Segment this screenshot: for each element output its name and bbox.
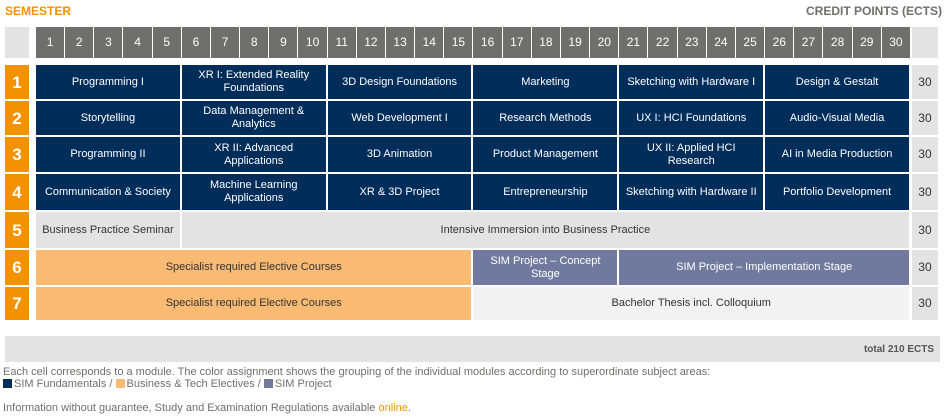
column-number: 30 (881, 27, 911, 60)
legend: SIM Fundamentals / Business & Tech Elect… (3, 378, 332, 390)
semester-credits: 30 (911, 212, 940, 250)
module-cell: 3D Design Foundations (327, 65, 474, 101)
credit-header-cell (911, 27, 940, 60)
module-cell: Business Practice Seminar (36, 212, 182, 250)
column-number: 17 (502, 27, 532, 60)
module-cell: Product Management (473, 137, 620, 174)
semester-credits: 30 (911, 65, 940, 101)
curriculum-table: 1 2 3 4 5 6 7 8 9 10 11 12 13 14 15 16 17 18 19 20 21 22 23 24 2… (5, 27, 940, 322)
column-number: 11 (327, 27, 357, 60)
module-cell: Entrepreneurship (473, 174, 620, 212)
module-cell: Programming I (36, 65, 182, 101)
column-number: 4 (123, 27, 153, 60)
table-corner (5, 27, 31, 60)
column-number: 16 (473, 27, 503, 60)
column-number: 20 (590, 27, 620, 60)
legend-item-project: SIM Project (263, 378, 332, 390)
column-number: 22 (648, 27, 678, 60)
module-cell: Bachelor Thesis incl. Colloquium (473, 287, 911, 322)
module-cell: Portfolio Development (765, 174, 911, 212)
column-number: 29 (852, 27, 882, 60)
column-number: 8 (240, 27, 270, 60)
semester-credits: 30 (911, 101, 940, 137)
module-cell: SIM Project – Concept Stage (473, 250, 620, 287)
module-cell: Machine Learning Applications (181, 174, 328, 212)
column-number: 25 (735, 27, 766, 60)
module-cell: Sketching with Hardware I (619, 65, 766, 101)
column-number: 23 (677, 27, 707, 60)
column-number: 24 (706, 27, 736, 60)
column-number: 19 (560, 27, 591, 60)
semester-number: 5 (5, 212, 31, 250)
module-cell: XR & 3D Project (327, 174, 474, 212)
column-number: 7 (210, 27, 241, 60)
column-number: 27 (794, 27, 824, 60)
legend-item-electives: Business & Tech Electives / (115, 378, 261, 390)
swatch-icon (3, 379, 12, 388)
module-cell: 3D Animation (327, 137, 474, 174)
swatch-icon (263, 379, 273, 388)
module-cell: XR I: Extended Reality Foundations (181, 65, 328, 101)
semester-number: 4 (5, 174, 31, 212)
column-number: 12 (356, 27, 386, 60)
column-number: 9 (269, 27, 299, 60)
semester-credits: 30 (911, 137, 940, 174)
module-cell: Specialist required Elective Courses (36, 250, 474, 287)
legend-item-fundamentals: SIM Fundamentals / (3, 378, 112, 390)
semester-heading: SEMESTER (5, 4, 72, 18)
semester-credits: 30 (911, 174, 940, 212)
module-cell: Audio-Visual Media (765, 101, 911, 137)
column-number: 14 (415, 27, 445, 60)
column-number: 6 (181, 27, 211, 60)
module-cell: UX I: HCI Foundations (619, 101, 766, 137)
module-cell: Storytelling (36, 101, 182, 137)
description-text: Each cell corresponds to a module. The c… (3, 366, 711, 378)
semester-number: 1 (5, 65, 31, 101)
semester-number: 6 (5, 250, 31, 287)
column-number: 1 (36, 27, 66, 60)
semester-number: 7 (5, 287, 31, 322)
module-cell: SIM Project – Implementation Stage (619, 250, 911, 287)
swatch-icon (115, 379, 125, 388)
column-number: 28 (823, 27, 853, 60)
column-number: 15 (444, 27, 474, 60)
column-number: 18 (531, 27, 561, 60)
module-cell: Design & Gestalt (765, 65, 911, 101)
module-cell: Intensive Immersion into Business Practi… (181, 212, 911, 250)
module-cell: Marketing (473, 65, 620, 101)
module-cell: Programming II (36, 137, 182, 174)
module-cell: Communication & Society (36, 174, 182, 212)
column-number: 21 (619, 27, 649, 60)
module-cell: Web Development I (327, 101, 474, 137)
online-link[interactable]: online (378, 402, 408, 414)
credit-points-heading: CREDIT POINTS (ECTS) (805, 4, 942, 18)
module-cell: Specialist required Elective Courses (36, 287, 474, 322)
module-cell: UX II: Applied HCI Research (619, 137, 766, 174)
column-number: 13 (385, 27, 416, 60)
total-ects: total 210 ECTS (5, 336, 940, 362)
semester-number: 2 (5, 101, 31, 137)
disclaimer: Information without guarantee, Study and… (3, 402, 411, 414)
module-cell: Sketching with Hardware II (619, 174, 766, 212)
semester-credits: 30 (911, 250, 940, 287)
module-cell: Research Methods (473, 101, 620, 137)
column-number: 10 (298, 27, 328, 60)
column-number: 2 (65, 27, 95, 60)
module-cell: XR II: Advanced Applications (181, 137, 328, 174)
column-number: 5 (152, 27, 182, 60)
column-number: 26 (765, 27, 795, 60)
semester-credits: 30 (911, 287, 940, 322)
module-cell: Data Management & Analytics (181, 101, 328, 137)
semester-number: 3 (5, 137, 31, 174)
column-number: 3 (94, 27, 124, 60)
module-cell: AI in Media Production (765, 137, 911, 174)
